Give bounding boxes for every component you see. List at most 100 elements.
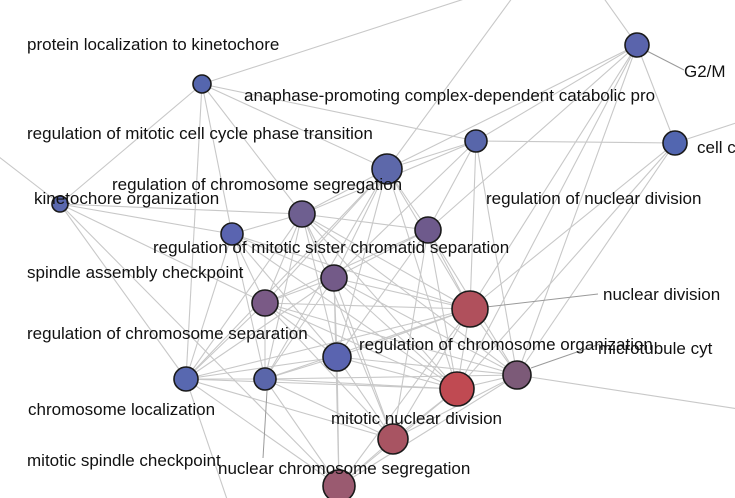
node-rcsep[interactable] xyxy=(322,342,352,372)
node-kin[interactable] xyxy=(51,195,69,213)
edge-n_nd-n_cl xyxy=(185,308,471,380)
label-rcs: regulation of chromosome segregation xyxy=(112,175,402,194)
leaders-layer xyxy=(59,49,685,459)
edge-n_rmsc-n_rmsc2 xyxy=(231,233,335,279)
edge-n_cl-n_ncs xyxy=(185,378,394,440)
node-cell[interactable] xyxy=(662,130,688,156)
node-apc[interactable] xyxy=(464,129,488,153)
edge-n_cl-n_rmsc2 xyxy=(185,233,233,380)
edge-n_g2m-n_cell xyxy=(636,44,676,144)
label-rmcc: regulation of mitotic cell cycle phase t… xyxy=(27,124,373,143)
edge-n_rmsc-n_mnd xyxy=(333,277,458,390)
edge-n_cl-n_ncs2 xyxy=(185,378,340,487)
edge-n_rcs-n_rco xyxy=(301,213,518,376)
label-plk: protein localization to kinetochore xyxy=(27,35,279,54)
edge-n_rnd-n_rmsc xyxy=(333,229,429,279)
edge-n_plk-n_apc xyxy=(201,83,477,142)
edge-n_cl-n_plk xyxy=(185,83,203,380)
edge-n_plk-t1 xyxy=(201,0,463,85)
label-leader-line xyxy=(530,343,601,369)
edge-n_rcs-n_cl xyxy=(185,213,303,380)
edge-n_nd-n_ncs2 xyxy=(338,308,471,487)
node-cl[interactable] xyxy=(173,366,199,392)
edge-n_rco-n_ncs xyxy=(392,374,518,440)
edge-n_kin-n_sac xyxy=(59,203,266,304)
edge-n_rnd-n_ncs xyxy=(392,229,429,440)
edge-n_sac-n_cl xyxy=(185,302,266,380)
node-rco[interactable] xyxy=(502,360,532,390)
edge-n_msc-n_mnd xyxy=(264,378,458,390)
edge-n_apc-n_rnd xyxy=(427,140,477,231)
edge-n_kin-n_rcs xyxy=(59,203,303,215)
node-sac[interactable] xyxy=(251,289,279,317)
edge-n_rco-n_msc xyxy=(264,374,518,380)
label-kin: kinetochore organization xyxy=(34,189,219,208)
edge-n_g2m-n_rco xyxy=(516,44,638,376)
label-ncs: nuclear chromosome segregation xyxy=(218,459,470,478)
edge-n_rmcc-n_g2m xyxy=(386,44,638,170)
edge-n_plk-n_rmcc xyxy=(201,83,388,170)
node-msc[interactable] xyxy=(253,367,277,391)
edge-n_nd-n_ncs xyxy=(392,308,471,440)
label-cell: cell c xyxy=(697,138,735,157)
edge-n_msc-n_ncs2 xyxy=(264,378,340,487)
edge-n_apc-n_nd xyxy=(469,140,477,310)
edge-n_rcsep-n_ncs xyxy=(336,356,394,440)
edge-n_rmcc-n_mnd xyxy=(386,168,458,390)
edge-n_g2m-n_nd xyxy=(469,44,638,310)
node-mnd[interactable] xyxy=(439,371,475,407)
edge-n_rmsc-n_nd xyxy=(333,277,471,310)
edge-n_sac-n_rcsep xyxy=(264,302,338,358)
edge-n_plk-n_rmsc2 xyxy=(201,83,233,235)
edge-n_sac-n_ncs xyxy=(264,302,394,440)
label-sac: spindle assembly checkpoint xyxy=(27,263,244,282)
node-g2m[interactable] xyxy=(624,32,650,58)
edge-n_rmsc-n_cl xyxy=(185,277,335,380)
label-mnd: mitotic nuclear division xyxy=(331,409,502,428)
node-rmcc[interactable] xyxy=(371,153,403,185)
edge-n_rmcc-t2 xyxy=(386,0,512,170)
edge-n_rmcc-n_rcs xyxy=(301,168,388,215)
node-plk[interactable] xyxy=(192,74,212,94)
edge-n_rnd-n_rcsep xyxy=(336,229,429,358)
edge-n_kin-n_rmsc2 xyxy=(59,203,233,235)
nodes-layer xyxy=(51,32,688,498)
edge-n_rcsep-n_rco xyxy=(336,356,518,376)
node-ncs[interactable] xyxy=(377,423,409,455)
node-nd[interactable] xyxy=(451,290,489,328)
edge-n_plk-n_kin xyxy=(59,83,203,205)
labels-layer: G2/M cell c protein localization to kineto… xyxy=(27,35,735,478)
edge-n_kin-n_ncs2 xyxy=(59,203,340,487)
edge-n_sac-n_rco xyxy=(264,302,518,376)
edge-n_rmsc2-n_mnd xyxy=(231,233,458,390)
edge-n_rco-r1 xyxy=(516,374,735,410)
edge-n_cl-b1 xyxy=(185,378,228,498)
edge-n_rcs-n_nd xyxy=(301,213,471,310)
edge-n_cl-n_mnd xyxy=(185,378,458,390)
node-ncs2[interactable] xyxy=(322,469,356,498)
label-apc: anaphase-promoting complex-dependent cat… xyxy=(244,86,655,105)
node-rmsc[interactable] xyxy=(320,264,348,292)
edge-n_kin-n_cl xyxy=(59,203,187,380)
edge-n_rnd-n_mnd xyxy=(427,229,458,390)
edge-n_apc-n_g2m xyxy=(475,44,638,142)
edge-n_rcsep-n_ncs2 xyxy=(336,356,340,487)
edge-n_nd-n_rmsc2 xyxy=(231,233,471,310)
node-rmsc2[interactable] xyxy=(220,222,244,246)
edge-n_msc-n_rmsc2 xyxy=(231,233,266,380)
node-rnd[interactable] xyxy=(414,216,442,244)
label-rcsep: regulation of chromosome separation xyxy=(27,324,308,343)
edge-n_sac-n_nd xyxy=(264,302,471,310)
label-g2m: G2/M xyxy=(684,62,726,81)
edge-n_cell-n_nd xyxy=(469,142,676,310)
edge-n_rmsc2-n_rcsep xyxy=(231,233,338,358)
label-nd: nuclear division xyxy=(603,285,720,304)
edge-n_rmsc-n_rco xyxy=(333,277,518,376)
edge-n_rcs-n_rnd xyxy=(301,213,429,231)
label-rmsc: regulation of mitotic sister chromatid s… xyxy=(153,238,509,257)
node-rcs[interactable] xyxy=(288,200,316,228)
edge-n_g2m-n_rnd xyxy=(427,44,638,231)
edge-n_apc-n_rmsc xyxy=(333,140,477,279)
